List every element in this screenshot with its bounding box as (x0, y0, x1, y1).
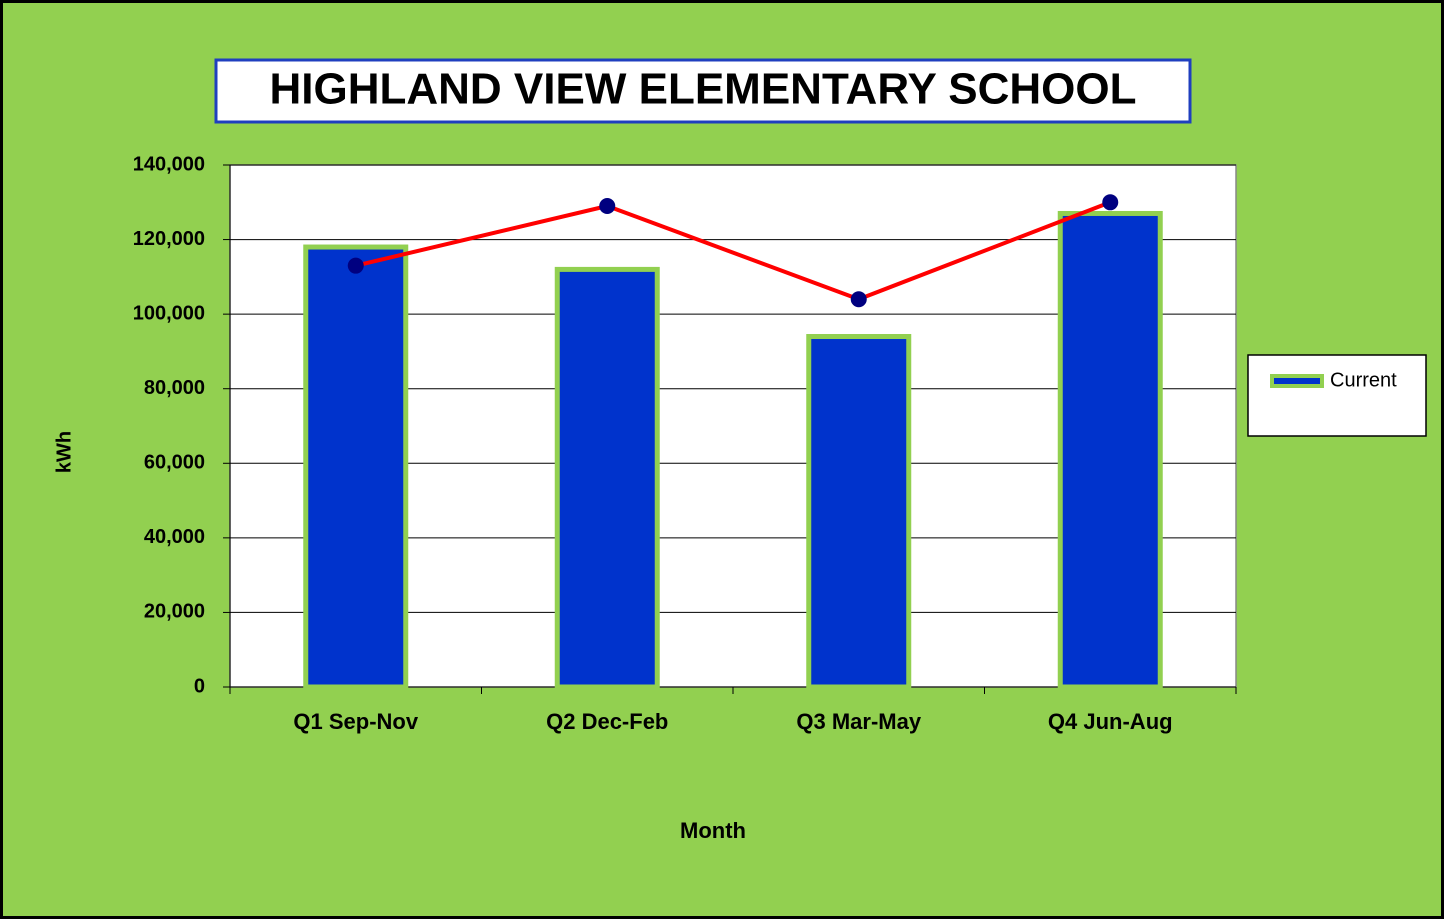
x-tick-label: Q1 Sep-Nov (293, 709, 418, 734)
x-tick-label: Q4 Jun-Aug (1048, 709, 1173, 734)
legend-key (1270, 374, 1324, 388)
x-tick-label: Q3 Mar-May (796, 709, 921, 734)
line (355, 200, 1111, 302)
y-tick-label: 120,000 (133, 228, 205, 250)
x-tick-label: Q2 Dec-Feb (546, 709, 668, 734)
line-marker (1102, 194, 1119, 211)
bar (806, 334, 912, 690)
chart-title: HIGHLAND VIEW ELEMENTARY SCHOOL (270, 65, 1137, 114)
y-axis-label: kWh (53, 431, 75, 473)
y-tick-label: 0 (194, 675, 205, 697)
bar (554, 266, 660, 690)
bar (303, 244, 409, 690)
y-tick-label: 40,000 (144, 526, 205, 548)
bar (1057, 210, 1163, 690)
x-axis-label: Month (680, 818, 746, 843)
line-marker (347, 257, 364, 274)
y-tick-label: 60,000 (144, 452, 205, 474)
y-tick-label: 100,000 (133, 302, 205, 324)
title-box (214, 58, 1192, 124)
line-marker (599, 198, 616, 215)
y-tick-label: 80,000 (144, 377, 205, 399)
legend-box (1247, 354, 1427, 437)
y-tick-label: 140,000 (133, 153, 205, 175)
y-tick-label: 20,000 (144, 601, 205, 623)
legend-label: Current (1330, 369, 1397, 391)
line-marker (850, 291, 867, 308)
